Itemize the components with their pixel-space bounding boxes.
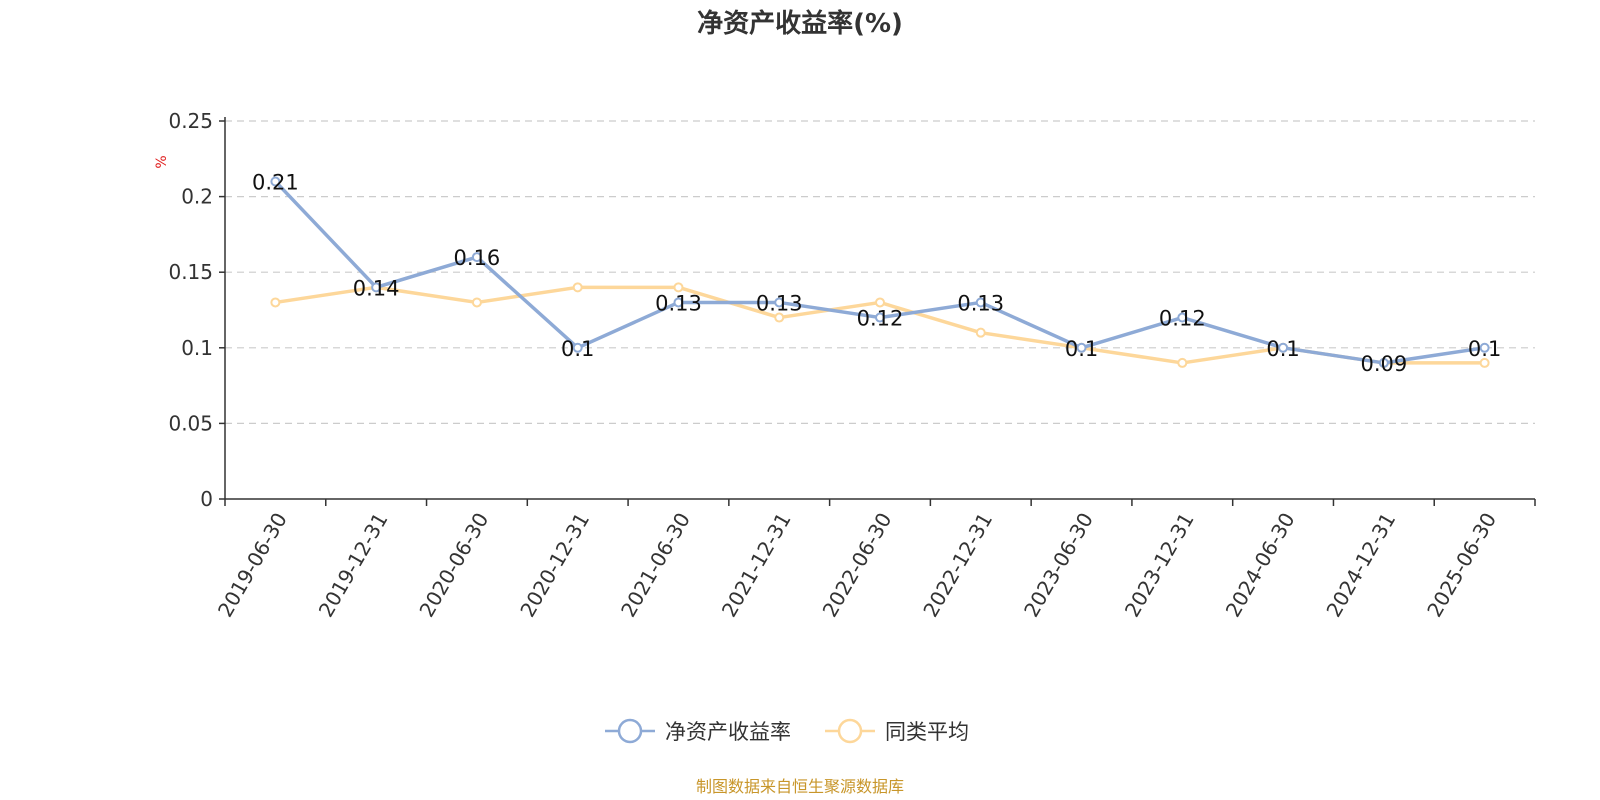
data-point[interactable]: [875, 297, 885, 308]
x-tick-label: 2019-06-30: [213, 509, 292, 622]
data-point[interactable]: [774, 312, 785, 323]
x-tick-label: 2019-12-31: [314, 509, 393, 622]
x-tick-label: 2020-12-31: [515, 509, 594, 622]
y-tick-label: 0.25: [168, 109, 213, 133]
legend-marker: [617, 718, 643, 744]
data-point[interactable]: [572, 342, 583, 353]
data-label: 0.1: [561, 337, 594, 361]
y-tick-label: 0.05: [168, 411, 213, 435]
legend[interactable]: 净资产收益率 同类平均: [605, 718, 969, 744]
data-label: 0.14: [353, 276, 400, 300]
series-group: [270, 176, 1490, 368]
x-tick-label: 2021-06-30: [616, 509, 695, 622]
legend-item-1[interactable]: 同类平均: [825, 718, 969, 744]
data-label: 0.13: [756, 291, 803, 315]
grid-lines: [225, 120, 1535, 424]
data-label: 0.16: [454, 246, 501, 270]
data-point[interactable]: [371, 282, 382, 293]
data-point[interactable]: [1177, 357, 1188, 368]
x-tick-label: 2025-06-30: [1422, 509, 1501, 622]
x-tick-label: 2022-12-31: [918, 509, 997, 622]
data-point[interactable]: [673, 282, 684, 293]
data-point[interactable]: [471, 252, 482, 263]
legend-label: 同类平均: [885, 720, 969, 744]
data-label: 0.13: [957, 291, 1004, 315]
legend-item-0[interactable]: 净资产收益率: [605, 718, 791, 744]
y-tick-label: 0: [200, 487, 213, 511]
data-point[interactable]: [1278, 342, 1289, 353]
data-point[interactable]: [1479, 357, 1490, 368]
data-point[interactable]: [875, 312, 885, 323]
data-labels: 0.21 0.14 0.16 0.1 0.13 0.13 0.12 0.13 0.1 0.12 0.…: [252, 170, 1501, 375]
data-label: 0.09: [1360, 352, 1407, 376]
data-point[interactable]: [572, 282, 583, 293]
data-point[interactable]: [975, 327, 986, 338]
data-label: 0.13: [655, 291, 702, 315]
data-point[interactable]: [1177, 312, 1188, 323]
y-tick-label: 0.15: [168, 260, 213, 284]
data-label: 0.1: [1065, 337, 1098, 361]
data-point[interactable]: [270, 176, 281, 187]
x-tick-label: 2023-06-30: [1019, 509, 1098, 622]
data-label: 0.12: [1159, 307, 1206, 331]
data-point[interactable]: [1378, 357, 1389, 368]
data-point[interactable]: [471, 297, 482, 308]
data-point[interactable]: [673, 297, 684, 308]
y-axis-unit: %: [154, 155, 170, 168]
data-label: 0.21: [252, 170, 299, 194]
y-tick-labels: 0 0.05 0.1 0.15 0.2 0.25: [168, 109, 213, 511]
legend-marker: [837, 718, 863, 744]
data-point[interactable]: [270, 297, 281, 308]
x-tick-labels: 2019-06-30 2019-12-31 2020-06-30 2020-12-31…: [213, 509, 1501, 622]
source-note: 制图数据来自恒生聚源数据库: [696, 777, 904, 796]
data-label: 0.12: [857, 307, 904, 331]
y-tick-label: 0.2: [181, 185, 213, 209]
data-point[interactable]: [1076, 342, 1087, 353]
y-tick-label: 0.1: [181, 336, 213, 360]
data-point[interactable]: [975, 297, 986, 308]
x-tick-label: 2022-06-30: [818, 509, 897, 622]
x-tick-label: 2024-06-30: [1221, 509, 1300, 622]
legend-label: 净资产收益率: [665, 720, 791, 744]
data-label: 0.1: [1266, 337, 1299, 361]
data-point[interactable]: [774, 297, 785, 308]
data-label: 0.1: [1468, 337, 1501, 361]
chart-title: 净资产收益率(%): [697, 8, 903, 39]
x-tick-label: 2024-12-31: [1321, 509, 1400, 622]
axes: [219, 117, 1536, 506]
x-tick-label: 2020-06-30: [414, 509, 493, 622]
data-point[interactable]: [1479, 342, 1490, 353]
x-tick-label: 2021-12-31: [717, 509, 796, 622]
x-tick-label: 2023-12-31: [1120, 509, 1199, 622]
